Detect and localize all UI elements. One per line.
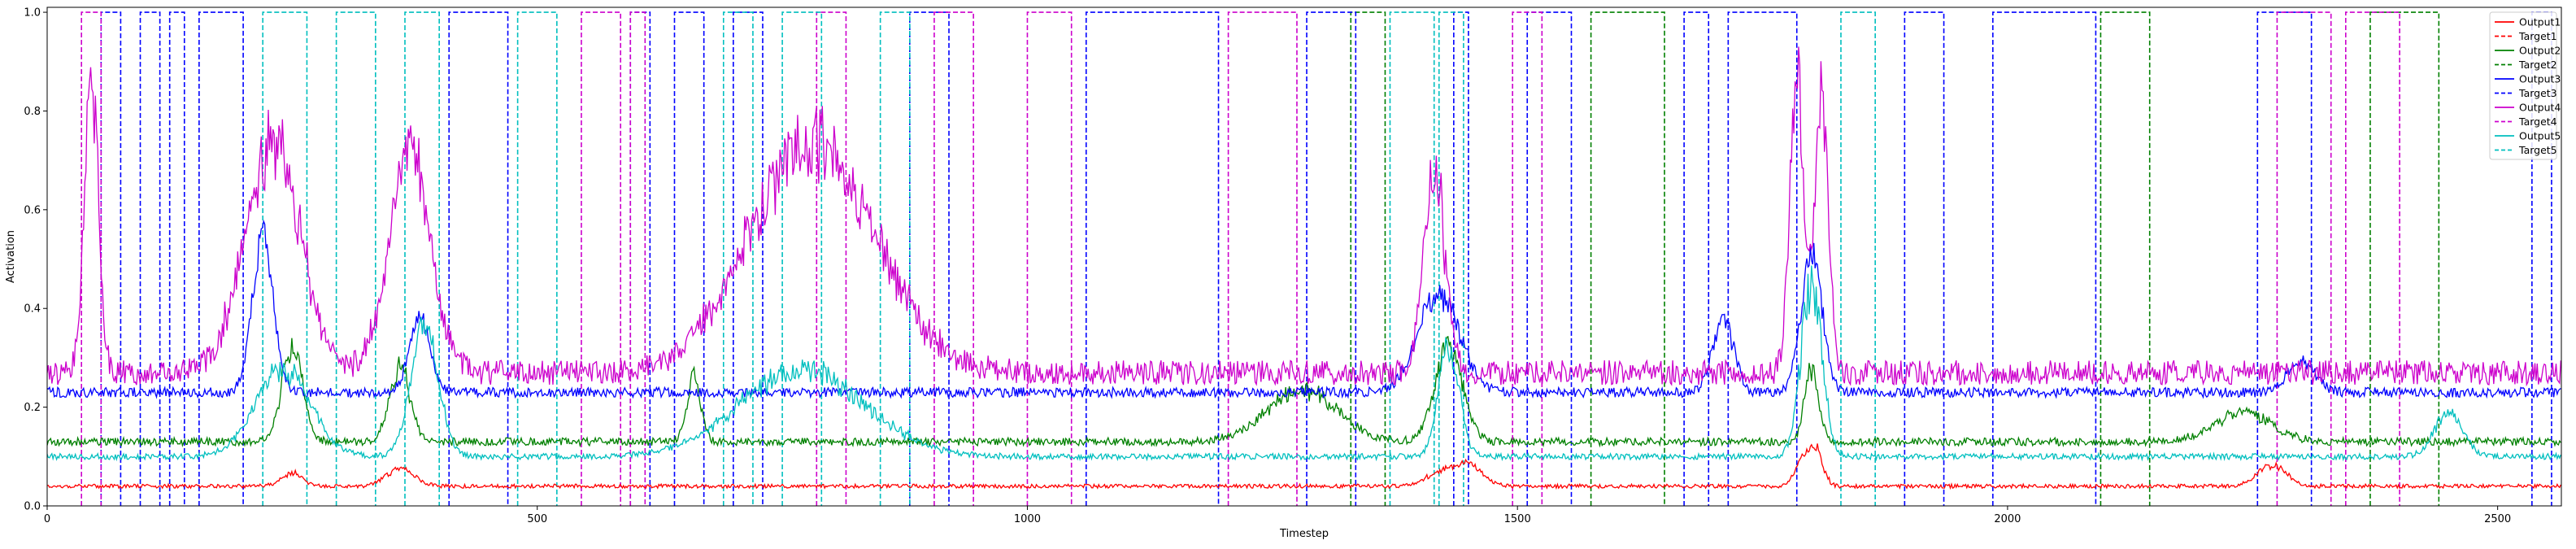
- target-series-line: [1992, 11, 2097, 506]
- target-series-line: [2256, 11, 2313, 506]
- target-series-line: [516, 11, 558, 506]
- target-series-line: [722, 11, 754, 506]
- target-series-line: [1727, 11, 1798, 506]
- target-series-line: [1683, 11, 1710, 506]
- legend-label: Target3: [2518, 87, 2557, 99]
- target-series-line: [1840, 11, 1876, 506]
- target-series-line: [1512, 11, 1543, 506]
- target-series-line: [1438, 11, 1464, 506]
- legend-label: Target2: [2518, 59, 2557, 71]
- target-series-line: [581, 11, 621, 506]
- target-series-line: [816, 11, 847, 506]
- y-axis: 0.0 0.2 0.4 0.6 0.8 1.0: [24, 7, 47, 513]
- legend-label: Target4: [2518, 115, 2557, 128]
- target-series-line: [198, 11, 244, 506]
- x-tick-label: 1000: [1014, 513, 1041, 525]
- target-series-line: [2369, 11, 2440, 506]
- target-series-line: [2276, 11, 2332, 506]
- x-tick-label: 0: [44, 513, 50, 525]
- legend-box: [2489, 11, 2557, 160]
- legend-label: Output1: [2519, 16, 2561, 28]
- target-series-line: [1389, 11, 1435, 506]
- axes-frame: [46, 7, 2562, 507]
- y-axis-label: Activation: [5, 230, 17, 283]
- target-series-line: [139, 11, 161, 506]
- x-tick-label: 2500: [2484, 513, 2511, 525]
- target-series-line: [1590, 11, 1665, 506]
- x-tick-label: 500: [527, 513, 547, 525]
- x-tick-label: 2000: [1994, 513, 2021, 525]
- output-series-line: [47, 335, 2561, 448]
- legend-label: Output2: [2519, 45, 2561, 57]
- legend-label: Output4: [2519, 102, 2561, 114]
- target-series-line: [168, 11, 185, 506]
- x-tick-label: 1500: [1504, 513, 1531, 525]
- y-tick-label: 1.0: [24, 7, 41, 20]
- x-axis-label: Timestep: [1279, 528, 1329, 540]
- output-series-line: [47, 265, 2561, 462]
- output-series-line: [47, 46, 2561, 387]
- target-series-line: [404, 11, 440, 506]
- y-tick-label: 0.4: [24, 303, 41, 316]
- output-series-line: [47, 443, 2561, 490]
- target-series-line: [1085, 11, 1220, 506]
- target-series-line: [1306, 11, 1357, 506]
- target-series-line: [1227, 11, 1298, 506]
- legend: Output1 Target1 Output2 Target2 Output3 Targe…: [2489, 11, 2561, 160]
- legend-label: Output3: [2519, 73, 2561, 85]
- target-series-line: [1453, 11, 1469, 506]
- axes: 0 500 1000 1500 2000 2500 0.00.20.40.60.81.0 …: [5, 7, 2562, 540]
- y-tick-label: 0.0: [24, 501, 41, 513]
- target-series-line: [2345, 11, 2400, 506]
- target-series-line: [781, 11, 823, 506]
- target-series-line: [909, 11, 950, 506]
- target-series-line: [629, 11, 646, 506]
- target-series-line: [2100, 11, 2151, 506]
- legend-label: Target1: [2518, 30, 2557, 42]
- target-series-line: [733, 11, 764, 506]
- target-series-line: [933, 11, 974, 506]
- y-tick-label: 0.6: [24, 204, 41, 216]
- target-series-line: [335, 11, 376, 506]
- target-series-line: [448, 11, 509, 506]
- target-series-line: [1904, 11, 1945, 506]
- target-series-line: [629, 11, 651, 506]
- target-series-line: [1526, 11, 1573, 506]
- legend-label: Output5: [2519, 130, 2561, 142]
- output-series-line: [47, 219, 2561, 399]
- target-series-line: [100, 11, 122, 506]
- target-series-line: [879, 11, 911, 506]
- plot-area: [47, 11, 2561, 506]
- y-tick-label: 0.2: [24, 402, 41, 414]
- legend-label: Target5: [2518, 144, 2557, 156]
- y-tick-label: 0.8: [24, 106, 41, 118]
- target-series-line: [673, 11, 705, 506]
- x-axis: 0 500 1000 1500 2000 2500: [44, 506, 2511, 525]
- target-series-line: [1026, 11, 1073, 506]
- target-series-line: [262, 11, 308, 506]
